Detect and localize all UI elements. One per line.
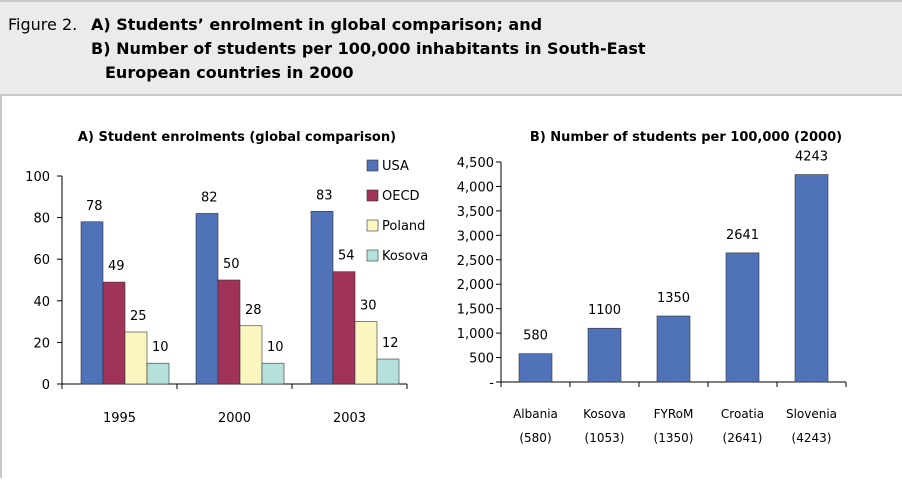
chart-a-legend-swatch-usa	[366, 159, 379, 172]
chart-a-legend-swatch-kosova	[366, 249, 379, 262]
chart-a-bar-usa	[80, 221, 104, 385]
chart-a-bar-poland	[124, 331, 148, 385]
chart-a-bar-oecd	[332, 271, 356, 385]
figure-label: Figure 2.	[8, 15, 78, 34]
chart-b-data-label: 580	[523, 329, 548, 344]
chart-b-category-sublabel: (2641)	[723, 431, 763, 445]
chart-b-data-label: 2641	[726, 228, 759, 243]
chart-b-y-tick-label: 1,000	[457, 327, 494, 342]
chart-a-bar-usa	[310, 211, 334, 385]
chart-a-data-label: 10	[152, 340, 169, 355]
chart-b-category-label: Albania	[513, 407, 558, 421]
chart-b-data-label: 1100	[588, 303, 621, 318]
chart-b-bar-croatia	[725, 252, 760, 383]
chart-b-category-sublabel: (1350)	[654, 431, 694, 445]
chart-a-data-label: 54	[338, 249, 355, 264]
chart-a-data-label: 78	[86, 199, 103, 214]
figure-title-line-3: European countries in 2000	[105, 63, 354, 82]
chart-b-title: B) Number of students per 100,000 (2000)	[530, 130, 842, 145]
chart-a-y-tick-label: 80	[33, 212, 50, 227]
chart-a-y-tick-label: 40	[33, 295, 50, 310]
chart-a-y-tick-label: 20	[33, 336, 50, 351]
chart-b-category-label: Kosova	[583, 407, 626, 421]
chart-a-category-label: 1995	[103, 411, 136, 426]
chart-a-data-label: 83	[316, 188, 333, 203]
chart-b-category-sublabel: (4243)	[792, 431, 832, 445]
chart-a-data-label: 10	[267, 340, 284, 355]
chart-a-data-label: 25	[130, 309, 147, 324]
chart-a-legend-label: Kosova	[382, 249, 428, 264]
chart-b-y-tick-label: 500	[469, 352, 494, 367]
chart-a-y-tick-label: 0	[42, 378, 50, 393]
chart-b-category-sublabel: (1053)	[585, 431, 625, 445]
chart-b-y-tick-label: 3,000	[457, 229, 494, 244]
chart-b-y-tick-label: 4,000	[457, 180, 494, 195]
chart-a-legend-swatch-oecd	[366, 189, 379, 202]
chart-a-legend-label: USA	[382, 159, 409, 174]
chart-a-data-label: 30	[360, 299, 377, 314]
chart-b-y-tick-label: -	[489, 376, 494, 391]
chart-a-bar-oecd	[102, 281, 126, 385]
charts-canvas: A) Student enrolments (global comparison…	[0, 96, 847, 478]
chart-a-bar-kosova	[146, 362, 170, 385]
chart-b-y-tick-label: 2,000	[457, 278, 494, 293]
chart-b-category-label: Croatia	[721, 407, 764, 421]
chart-b-data-label: 1350	[657, 291, 690, 306]
chart-b-y-tick-label: 1,500	[457, 303, 494, 318]
chart-a-title: A) Student enrolments (global comparison…	[78, 130, 396, 145]
chart-a-data-label: 12	[382, 336, 399, 351]
chart-b-y-tick-label: 2,500	[457, 254, 494, 269]
charts-panel: A) Student enrolments (global comparison…	[0, 96, 902, 478]
chart-a-bar-kosova	[261, 362, 285, 385]
chart-b-category-label: Slovenia	[786, 407, 837, 421]
chart-b-category-label: FYRoM	[654, 407, 694, 421]
chart-b-data-label: 4243	[795, 150, 828, 165]
chart-a-legend-swatch-poland	[366, 219, 379, 232]
chart-b-bar-fyrom	[656, 315, 691, 383]
chart-b-category-sublabel: (580)	[519, 431, 551, 445]
figure-title-line-2: B) Number of students per 100,000 inhabi…	[91, 39, 646, 58]
chart-a-data-label: 49	[108, 259, 125, 274]
chart-a-bar-poland	[354, 321, 378, 385]
chart-a-y-tick-label: 100	[25, 170, 50, 185]
chart-a-legend-label: Poland	[382, 219, 425, 234]
chart-b-y-tick-label: 4,500	[457, 156, 494, 171]
chart-b-y-tick-label: 3,500	[457, 205, 494, 220]
chart-b-bar-kosova	[587, 327, 622, 383]
chart-a-bar-poland	[239, 325, 263, 385]
chart-a-data-label: 50	[223, 257, 240, 272]
chart-a-bar-oecd	[217, 279, 241, 385]
chart-b-bar-albania	[518, 353, 553, 383]
chart-a-bar-usa	[195, 213, 219, 385]
chart-a-data-label: 28	[245, 303, 262, 318]
chart-a-data-label: 82	[201, 190, 218, 205]
chart-a-legend-label: OECD	[382, 189, 420, 204]
chart-a-y-tick-label: 60	[33, 253, 50, 268]
chart-b-bar-slovenia	[794, 174, 829, 383]
figure-header: Figure 2. A) Students’ enrolment in glob…	[0, 0, 902, 96]
chart-a-bar-kosova	[376, 358, 400, 385]
chart-a-category-label: 2003	[333, 411, 366, 426]
chart-a-category-label: 2000	[218, 411, 251, 426]
figure-title-line-1: A) Students’ enrolment in global compari…	[91, 15, 543, 34]
